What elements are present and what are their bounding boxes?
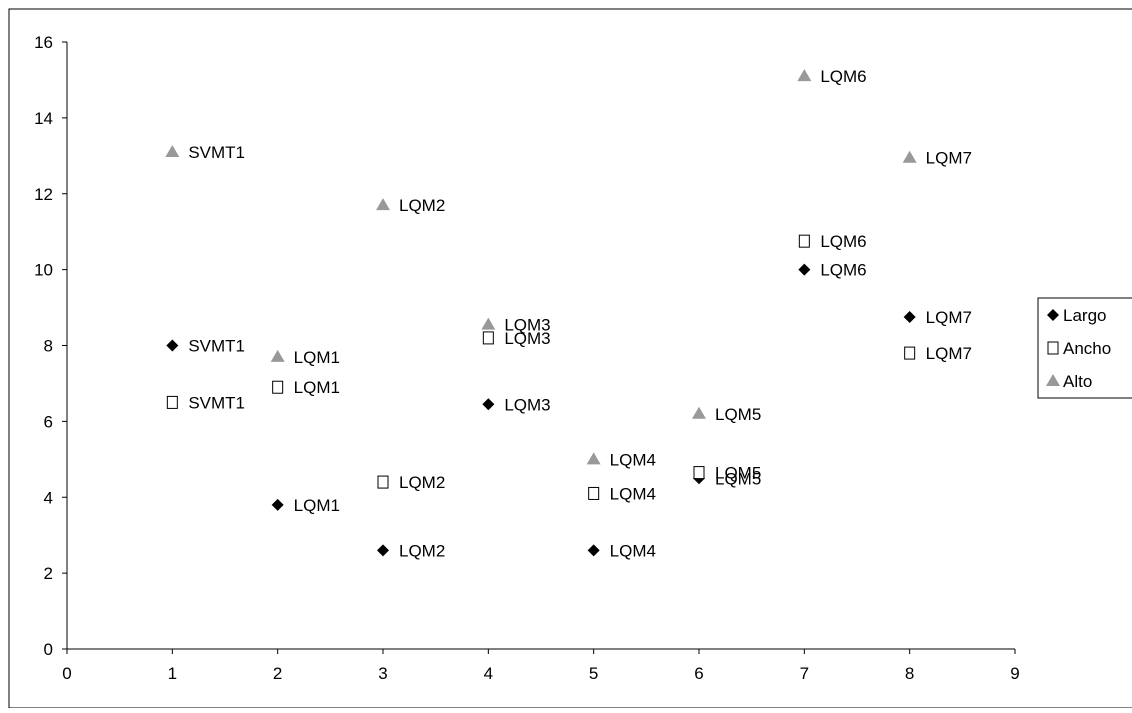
ancho-point — [588, 486, 600, 500]
y-tick-label: 8 — [44, 337, 53, 356]
legend-marker-largo — [1047, 309, 1059, 321]
legend-label: Ancho — [1063, 339, 1111, 358]
data-label: LQM6 — [820, 67, 866, 86]
data-label: LQM3 — [504, 316, 550, 335]
largo-point — [377, 544, 389, 557]
y-tick-label: 6 — [44, 412, 53, 431]
ancho-point — [904, 346, 916, 360]
ancho-point — [693, 466, 705, 480]
x-tick-label: 6 — [694, 664, 703, 683]
data-label: LQM1 — [294, 496, 340, 515]
legend: Largo Ancho Alto — [1037, 297, 1132, 399]
data-label: LQM7 — [926, 308, 972, 327]
largo-point — [271, 498, 284, 511]
x-tick-label: 9 — [1010, 664, 1019, 683]
data-label: LQM2 — [399, 196, 445, 215]
y-tick-label: 14 — [34, 109, 53, 128]
legend-label: Largo — [1063, 306, 1106, 325]
y-tick-label: 0 — [44, 640, 53, 659]
data-label: LQM5 — [715, 469, 761, 488]
x-tick-label: 8 — [905, 664, 914, 683]
ancho-point — [798, 234, 810, 248]
x-tick-label: 3 — [378, 664, 387, 683]
chart-frame — [8, 8, 1132, 709]
x-tick-label: 1 — [168, 664, 177, 683]
y-tick-label: 4 — [44, 488, 53, 507]
data-label: LQM6 — [820, 232, 866, 251]
data-label: LQM5 — [715, 464, 761, 483]
data-label: SVMT1 — [188, 143, 245, 162]
largo-point — [903, 311, 916, 324]
data-label: LQM6 — [820, 261, 866, 280]
data-label: LQM1 — [294, 378, 340, 397]
ancho-point — [166, 395, 178, 409]
x-tick-label: 0 — [62, 664, 71, 683]
data-label: LQM2 — [399, 473, 445, 492]
data-label: LQM3 — [504, 395, 550, 414]
ancho-point — [377, 475, 389, 489]
data-points — [165, 69, 917, 557]
ancho-point — [272, 380, 284, 394]
alto-point — [165, 145, 180, 158]
legend-label: Alto — [1063, 372, 1092, 391]
y-tick-label: 2 — [44, 564, 53, 583]
ancho-point — [482, 331, 494, 345]
largo-point — [166, 339, 179, 352]
x-tick-label: 5 — [589, 664, 598, 683]
data-label: LQM4 — [610, 484, 656, 503]
data-label: SVMT1 — [188, 337, 245, 356]
alto-point — [902, 150, 917, 163]
y-tick-label: 12 — [34, 185, 53, 204]
y-tick-label: 16 — [34, 33, 53, 52]
data-label: LQM4 — [610, 541, 656, 560]
data-label: LQM3 — [504, 329, 550, 348]
x-tick-label: 7 — [800, 664, 809, 683]
x-tick-label: 2 — [273, 664, 282, 683]
data-label: LQM7 — [926, 149, 972, 168]
y-tick-label: 10 — [34, 261, 53, 280]
alto-point — [376, 198, 390, 211]
alto-point — [692, 406, 706, 419]
data-label: SVMT1 — [188, 393, 245, 412]
alto-point — [270, 349, 285, 362]
largo-point — [482, 398, 495, 411]
data-label: LQM5 — [715, 405, 761, 424]
data-label: LQM1 — [294, 348, 340, 367]
alto-point — [481, 317, 496, 330]
alto-point — [797, 69, 812, 82]
largo-point — [798, 263, 811, 276]
legend-marker-ancho — [1047, 341, 1059, 355]
x-tick-label: 4 — [484, 664, 493, 683]
data-label: LQM2 — [399, 541, 445, 560]
data-label: LQM7 — [926, 344, 972, 363]
largo-point — [587, 544, 600, 557]
data-labels: SVMT1 LQM1 LQM2 LQM3 LQM4 LQM5 LQM6 LQM7 SVMT1 LQ… — [188, 67, 972, 560]
data-label: LQM4 — [610, 450, 656, 469]
legend-marker-alto — [1046, 374, 1060, 386]
alto-point — [586, 452, 601, 465]
